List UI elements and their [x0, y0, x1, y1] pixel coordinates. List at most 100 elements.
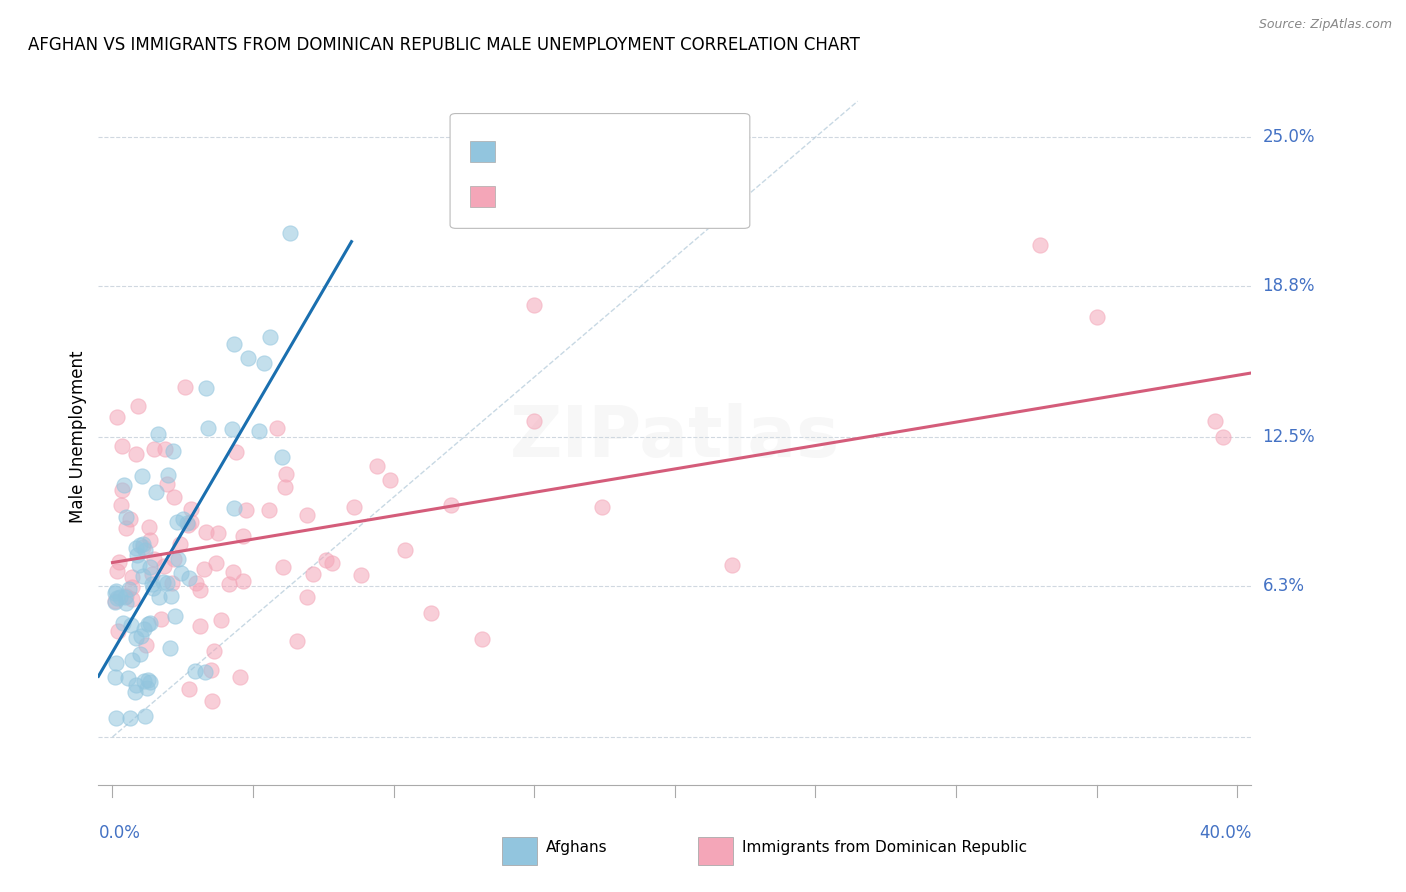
Point: [131, 468, 153, 483]
Point: [153, 558, 176, 573]
FancyBboxPatch shape: [697, 837, 733, 865]
Point: [135, 638, 157, 652]
Point: [229, 670, 252, 684]
Point: [121, 653, 143, 667]
Point: [162, 575, 184, 590]
Point: [162, 443, 184, 458]
Point: [180, 502, 202, 516]
Point: [163, 491, 186, 505]
Point: [1204, 414, 1226, 428]
Point: [115, 521, 138, 535]
Point: [134, 622, 156, 636]
Point: [138, 520, 160, 534]
Text: N =: N =: [627, 143, 671, 158]
Point: [124, 685, 146, 699]
Point: [134, 708, 156, 723]
Point: [302, 566, 325, 581]
Point: [177, 682, 200, 697]
Point: [107, 624, 129, 639]
Point: [273, 480, 295, 494]
Point: [295, 590, 318, 604]
Text: 12.5%: 12.5%: [1263, 428, 1315, 446]
Text: ZIPatlas: ZIPatlas: [510, 402, 839, 472]
Point: [271, 559, 294, 574]
FancyBboxPatch shape: [470, 141, 495, 162]
Point: [139, 560, 162, 574]
Point: [221, 422, 243, 436]
FancyBboxPatch shape: [470, 186, 495, 208]
Point: [266, 421, 288, 435]
Point: [111, 483, 134, 497]
Point: [321, 556, 343, 570]
Point: [142, 581, 165, 595]
Point: [105, 711, 128, 725]
Point: [108, 555, 131, 569]
Point: [124, 678, 146, 692]
Text: 18.8%: 18.8%: [1263, 277, 1315, 295]
Point: [194, 665, 217, 679]
Point: [232, 529, 254, 543]
Point: [143, 551, 166, 566]
Point: [194, 525, 217, 540]
Point: [134, 542, 156, 557]
Point: [247, 424, 270, 438]
Point: [120, 618, 142, 632]
Point: [166, 552, 188, 566]
Point: [150, 612, 173, 626]
Point: [139, 615, 162, 630]
Point: [253, 355, 276, 369]
Point: [114, 590, 136, 604]
Point: [128, 558, 150, 572]
Point: [271, 450, 294, 464]
Point: [184, 576, 207, 591]
Point: [235, 503, 257, 517]
Point: [350, 568, 373, 582]
Point: [156, 476, 179, 491]
Point: [118, 512, 141, 526]
Text: 0.524: 0.524: [562, 188, 610, 203]
FancyBboxPatch shape: [450, 113, 749, 228]
Point: [125, 632, 148, 646]
Text: 0.606: 0.606: [562, 143, 610, 158]
Point: [143, 442, 166, 456]
Point: [276, 467, 298, 481]
FancyBboxPatch shape: [502, 837, 537, 865]
Point: [121, 570, 143, 584]
Point: [159, 589, 181, 603]
Point: [108, 590, 131, 604]
Point: [315, 553, 337, 567]
Point: [190, 582, 212, 597]
Point: [184, 664, 207, 678]
Point: [139, 533, 162, 547]
Point: [378, 474, 401, 488]
Point: [295, 508, 318, 523]
Point: [420, 606, 443, 620]
Point: [128, 538, 150, 552]
Point: [104, 595, 127, 609]
Point: [440, 499, 463, 513]
Text: Immigrants from Dominican Republic: Immigrants from Dominican Republic: [742, 840, 1026, 855]
Point: [111, 615, 134, 630]
Text: R =: R =: [516, 188, 548, 203]
Point: [114, 510, 136, 524]
Text: 0.0%: 0.0%: [98, 824, 141, 842]
Point: [104, 583, 127, 598]
Point: [136, 673, 159, 688]
Point: [176, 516, 198, 530]
Point: [169, 537, 191, 551]
Point: [278, 226, 301, 240]
Point: [177, 518, 200, 533]
Text: 71: 71: [685, 143, 706, 158]
Point: [222, 565, 245, 579]
Point: [129, 648, 152, 662]
Point: [115, 596, 138, 610]
Point: [201, 694, 224, 708]
Point: [157, 467, 180, 482]
Point: [236, 351, 259, 365]
Point: [135, 681, 157, 696]
Point: [148, 590, 170, 604]
Point: [132, 537, 155, 551]
Point: [125, 548, 148, 562]
Point: [118, 711, 141, 725]
Text: 40.0%: 40.0%: [1199, 824, 1251, 842]
